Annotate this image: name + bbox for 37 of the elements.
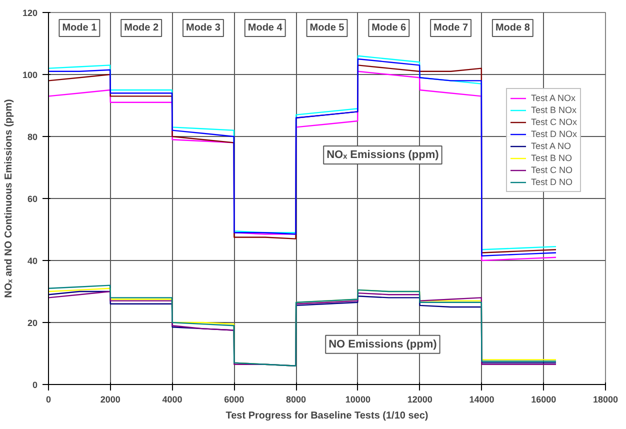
- x-tick-label: 2000: [100, 394, 120, 404]
- y-tick-label: 20: [27, 318, 38, 328]
- x-tick-label: 8000: [286, 394, 306, 404]
- legend-label: Test B NO: [531, 152, 572, 164]
- annotation: Mode 2: [124, 22, 159, 34]
- annotation: Mode 1: [62, 22, 98, 34]
- legend-label: Test D NOx: [531, 128, 578, 140]
- y-tick-label: 60: [27, 194, 38, 204]
- legend-label: Test A NO: [531, 140, 572, 152]
- legend-label: Test A NOx: [531, 92, 576, 104]
- annotation: Mode 8: [495, 22, 530, 34]
- legend-label: Test D NO: [531, 176, 573, 188]
- y-tick-label: 100: [22, 70, 38, 80]
- x-tick-label: 16000: [531, 394, 556, 404]
- legend-label: Test B NOx: [531, 104, 577, 116]
- x-axis-title: Test Progress for Baseline Tests (1/10 sec): [226, 410, 428, 422]
- annotation: NOₓ Emissions (ppm): [326, 148, 440, 161]
- x-tick-label: 14000: [469, 394, 494, 404]
- annotation: Mode 5: [310, 22, 345, 34]
- x-tick-label: 18000: [592, 394, 618, 404]
- x-tick-label: 0: [46, 394, 52, 404]
- y-tick-label: 40: [27, 256, 38, 266]
- annotation: Mode 7: [434, 22, 468, 34]
- y-tick-label: 120: [22, 8, 38, 18]
- annotation: Mode 3: [186, 22, 221, 34]
- annotation: Mode 4: [248, 22, 283, 34]
- legend-label: Test C NOx: [531, 116, 578, 128]
- y-axis-title: NOₓ and NO Continuous Emissions (ppm): [3, 99, 14, 298]
- x-tick-label: 10000: [345, 394, 370, 404]
- legend-label: Test C NO: [531, 164, 573, 176]
- y-tick-label: 0: [32, 380, 38, 390]
- annotation: NO Emissions (ppm): [328, 338, 438, 350]
- x-tick-label: 4000: [162, 394, 182, 404]
- y-tick-label: 80: [27, 132, 38, 142]
- x-tick-label: 12000: [407, 394, 432, 404]
- x-tick-label: 6000: [224, 394, 244, 404]
- annotation: Mode 6: [372, 22, 407, 34]
